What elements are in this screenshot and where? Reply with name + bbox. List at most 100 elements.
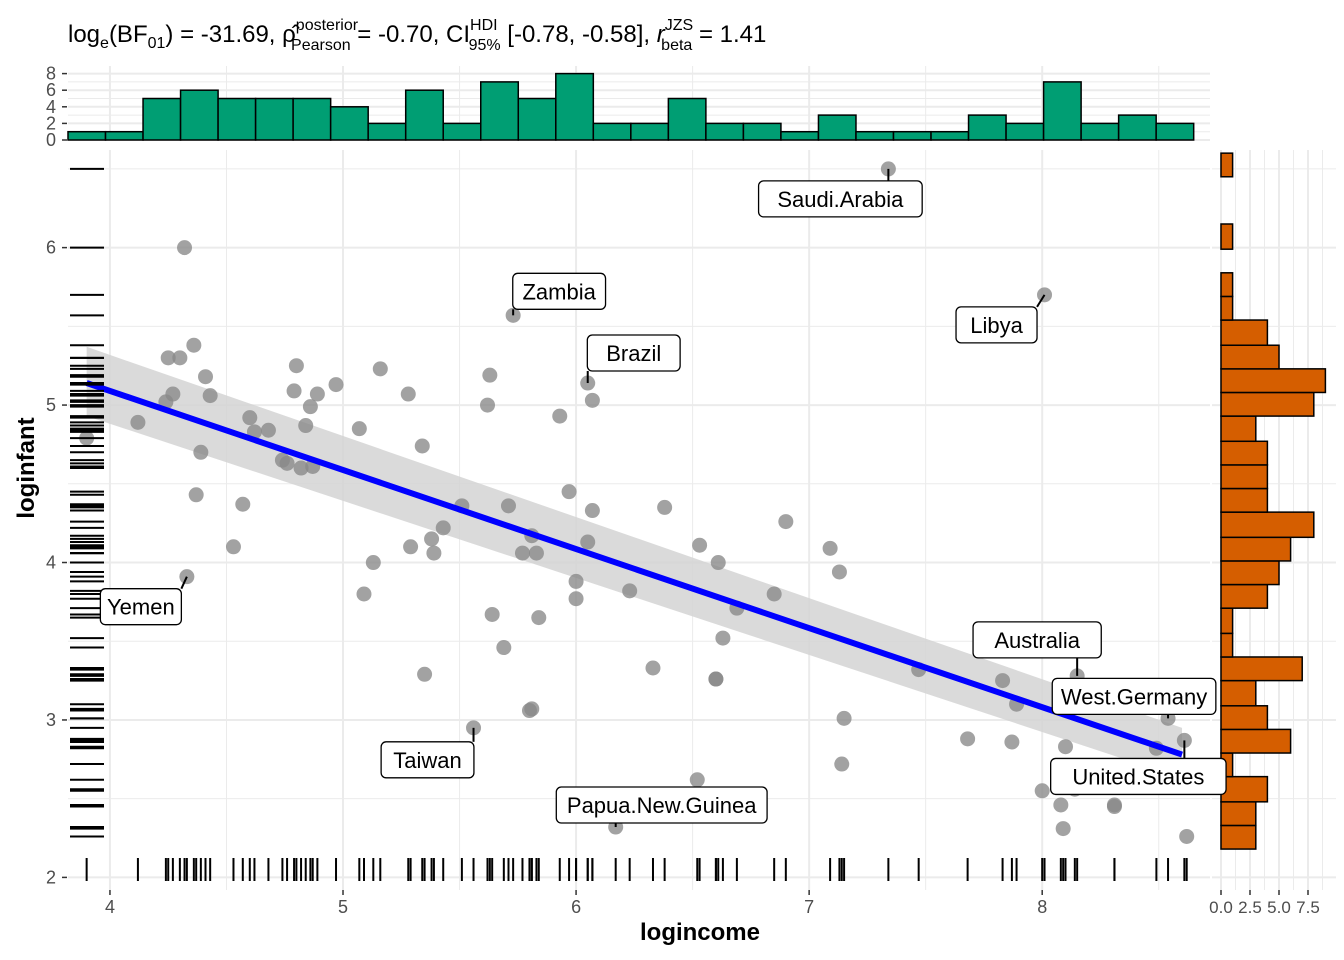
data-point bbox=[302, 399, 318, 415]
data-point bbox=[496, 640, 512, 656]
data-point bbox=[365, 555, 381, 571]
data-point bbox=[1106, 799, 1122, 815]
data-point bbox=[298, 418, 314, 434]
top-hist-bar bbox=[817, 114, 857, 141]
point-label: Papua.New.Guinea bbox=[555, 786, 768, 828]
data-point bbox=[1179, 828, 1195, 844]
right-hist-bar bbox=[1220, 344, 1280, 370]
top-hist-bar bbox=[705, 122, 745, 141]
right-hist-bar bbox=[1220, 560, 1280, 586]
label-text: Libya bbox=[970, 313, 1023, 338]
label-box bbox=[972, 621, 1102, 659]
top-hist-bar bbox=[142, 97, 182, 141]
top-hist-bar bbox=[442, 122, 482, 141]
subtitle-log-base: e bbox=[100, 35, 109, 52]
subtitle-ci-value: [-0.78, -0.58], bbox=[501, 21, 657, 48]
right-hist-bar bbox=[1220, 319, 1269, 346]
top-hist-bar bbox=[517, 97, 557, 141]
right-hist-bar bbox=[1220, 656, 1303, 682]
subtitle-bf: (BF bbox=[109, 21, 148, 48]
data-point bbox=[482, 367, 498, 383]
subtitle-ci-sub: 95% bbox=[469, 37, 501, 54]
top-hist-tick-label: 4 bbox=[46, 97, 56, 117]
point-labels: Saudi.Arabia Zambia Libya Brazil Yemen Austra… bbox=[99, 168, 1227, 828]
right-hist-bar bbox=[1220, 223, 1234, 250]
top-hist-bar bbox=[1080, 122, 1120, 141]
top-hist-bar bbox=[292, 97, 332, 141]
data-point bbox=[225, 539, 241, 555]
data-point bbox=[657, 499, 673, 515]
top-hist-bar bbox=[104, 130, 144, 141]
data-point bbox=[645, 660, 661, 676]
data-point bbox=[836, 710, 852, 726]
x-axis-ticks: 4 5 6 7 8 bbox=[105, 890, 1047, 917]
confidence-band bbox=[86, 346, 1183, 779]
y-tick-label: 4 bbox=[46, 553, 56, 573]
point-label: West.Germany bbox=[1051, 677, 1217, 719]
data-point bbox=[834, 756, 850, 772]
data-point bbox=[293, 460, 309, 476]
right-hist-bars bbox=[1220, 152, 1327, 850]
data-point bbox=[584, 503, 600, 519]
right-hist-bar bbox=[1220, 391, 1315, 417]
data-point bbox=[514, 545, 530, 561]
subtitle-rho-sup: posterior bbox=[296, 17, 359, 34]
point-label: Libya bbox=[955, 294, 1046, 344]
data-point bbox=[417, 666, 433, 682]
data-point bbox=[188, 487, 204, 503]
right-hist-tick-label: 7.5 bbox=[1296, 898, 1320, 917]
top-hist-bar bbox=[930, 130, 970, 141]
data-point bbox=[531, 610, 547, 626]
data-point bbox=[1053, 797, 1069, 813]
right-hist-bar bbox=[1220, 487, 1269, 513]
top-hist-bar bbox=[1005, 122, 1045, 141]
label-text: United.States bbox=[1072, 764, 1204, 789]
subtitle-rho-value: = -0.70, CI bbox=[351, 21, 470, 48]
right-hist-bar bbox=[1220, 728, 1292, 754]
top-hist-tick-label: 6 bbox=[46, 80, 56, 100]
top-hist-bar bbox=[742, 122, 782, 141]
label-box bbox=[1050, 757, 1227, 796]
label-box bbox=[1051, 677, 1217, 716]
data-point bbox=[766, 586, 782, 602]
data-point bbox=[995, 673, 1011, 689]
top-hist-bar bbox=[179, 89, 219, 141]
right-hist-bar bbox=[1220, 415, 1257, 443]
data-point bbox=[622, 583, 638, 599]
data-point bbox=[568, 591, 584, 607]
subtitle-r-sub: beta bbox=[661, 37, 692, 54]
top-hist-bar bbox=[67, 130, 107, 141]
label-text: Papua.New.Guinea bbox=[567, 793, 757, 818]
data-point bbox=[831, 564, 847, 580]
data-point bbox=[186, 337, 202, 353]
top-hist-bar bbox=[667, 97, 707, 141]
data-point bbox=[260, 422, 276, 438]
subtitle-bf-value: ) = -31.69, bbox=[165, 21, 282, 48]
data-point bbox=[960, 731, 976, 747]
top-hist-bar bbox=[1155, 122, 1195, 141]
point-label: Zambia bbox=[512, 272, 607, 316]
label-box bbox=[99, 588, 183, 626]
subtitle-r: r bbox=[657, 21, 666, 48]
right-hist-bar bbox=[1220, 679, 1257, 707]
data-point bbox=[500, 498, 516, 514]
label-leader bbox=[1036, 294, 1046, 308]
regression-line bbox=[85, 380, 1183, 758]
point-label: United.States bbox=[1050, 740, 1227, 796]
data-point bbox=[778, 514, 794, 530]
point-label: Saudi.Arabia bbox=[757, 168, 923, 218]
y-tick-label: 5 bbox=[46, 395, 56, 415]
right-hist-tick-label: 5.0 bbox=[1267, 898, 1291, 917]
top-hist-bars bbox=[67, 72, 1195, 141]
data-point bbox=[708, 671, 724, 687]
label-leader bbox=[180, 576, 188, 590]
label-text: Zambia bbox=[522, 279, 596, 304]
x-tick-label: 5 bbox=[338, 897, 348, 917]
data-point bbox=[288, 358, 304, 374]
x-tick-label: 8 bbox=[1037, 897, 1047, 917]
label-box bbox=[955, 306, 1038, 344]
y-axis-title: loginfant bbox=[13, 417, 40, 518]
subtitle-rho-sub: Pearson bbox=[291, 37, 351, 54]
data-point bbox=[235, 496, 251, 512]
data-point bbox=[528, 545, 544, 561]
